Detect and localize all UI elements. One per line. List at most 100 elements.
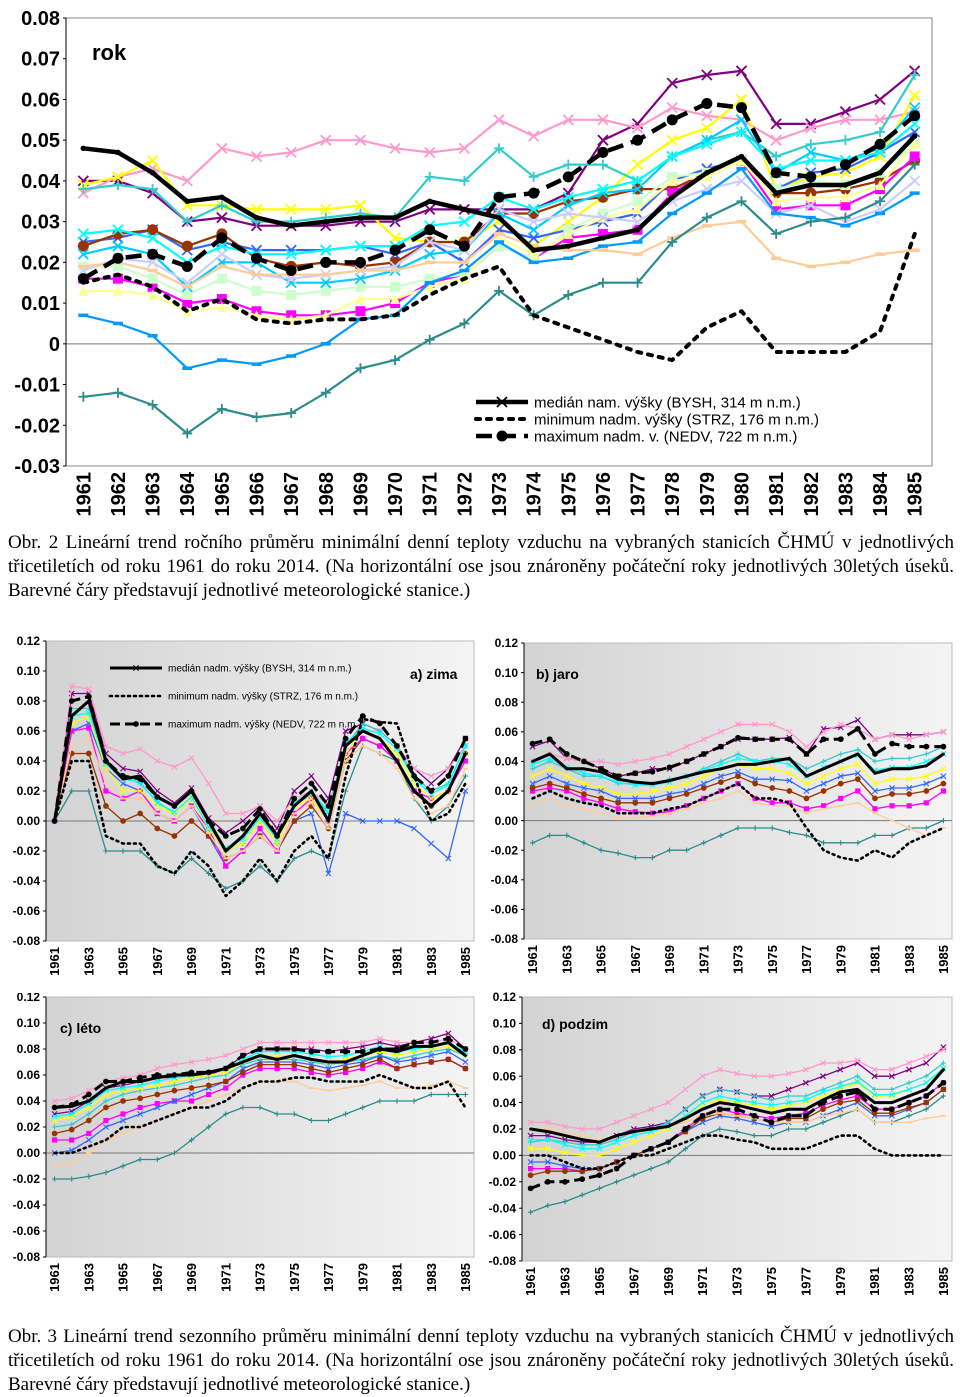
data-point bbox=[112, 273, 123, 284]
data-point bbox=[579, 1145, 586, 1152]
data-point bbox=[854, 1097, 861, 1103]
data-point bbox=[875, 127, 886, 138]
chart-leto: 0.12 0.10 0.08 0.06 0.04 0.02 0.00 -0.02 -0.04 -0… bbox=[4, 993, 478, 1323]
data-point bbox=[394, 1056, 400, 1062]
data-point bbox=[940, 1114, 946, 1117]
data-point bbox=[171, 1087, 178, 1094]
data-point bbox=[411, 1061, 417, 1068]
data-point bbox=[704, 170, 710, 176]
data-point bbox=[770, 167, 782, 179]
data-point bbox=[924, 764, 928, 768]
data-point bbox=[223, 1085, 229, 1091]
data-point bbox=[906, 1060, 912, 1066]
data-point bbox=[786, 800, 792, 806]
data-point bbox=[769, 721, 776, 728]
x-tick-label: 1985 bbox=[458, 947, 473, 976]
data-point bbox=[923, 1053, 930, 1060]
data-point bbox=[668, 779, 671, 783]
data-point bbox=[803, 766, 810, 772]
data-point bbox=[907, 767, 911, 771]
data-point bbox=[805, 774, 808, 778]
data-point bbox=[182, 216, 193, 227]
data-point bbox=[376, 1046, 383, 1052]
data-point bbox=[702, 770, 706, 774]
data-point bbox=[773, 190, 779, 196]
legend-label: medián nadm. výšky (BYSH, 314 m n.m.) bbox=[168, 664, 351, 675]
x-tick-label: 1985 bbox=[936, 945, 951, 974]
data-point bbox=[428, 812, 434, 815]
x-tick-label: 1983 bbox=[902, 1267, 917, 1296]
data-point bbox=[320, 134, 332, 146]
data-point bbox=[631, 183, 644, 195]
data-point bbox=[735, 790, 741, 792]
data-point bbox=[51, 1124, 58, 1130]
series-10 bbox=[51, 1056, 469, 1137]
data-point bbox=[875, 179, 886, 190]
data-point bbox=[320, 277, 332, 289]
data-point bbox=[137, 788, 144, 794]
data-point bbox=[325, 1039, 332, 1046]
data-point bbox=[752, 721, 759, 728]
data-point bbox=[598, 812, 604, 815]
data-point bbox=[821, 840, 827, 846]
data-point bbox=[394, 1098, 400, 1104]
y-tick-label: 0.10 bbox=[17, 1016, 41, 1030]
data-point bbox=[752, 776, 759, 783]
data-point bbox=[171, 833, 178, 839]
data-point bbox=[786, 804, 792, 807]
data-point bbox=[563, 755, 570, 762]
data-point bbox=[771, 228, 782, 239]
data-point bbox=[528, 187, 540, 199]
data-point bbox=[597, 277, 608, 288]
y-tick-label: -0.08 bbox=[489, 1254, 517, 1268]
data-point bbox=[257, 863, 263, 869]
data-point bbox=[909, 89, 921, 102]
data-point bbox=[666, 77, 678, 89]
y-tick-label: 0.00 bbox=[17, 1146, 41, 1160]
data-point bbox=[837, 1106, 844, 1113]
legend-marker bbox=[496, 396, 508, 408]
x-tick-label: 1975 bbox=[287, 1263, 302, 1292]
data-point bbox=[735, 126, 748, 138]
data-point bbox=[112, 179, 123, 190]
data-point bbox=[630, 1139, 637, 1146]
data-point bbox=[78, 285, 89, 296]
data-point bbox=[923, 1099, 930, 1106]
data-point bbox=[531, 759, 534, 763]
data-point bbox=[274, 1061, 280, 1068]
data-point bbox=[327, 819, 330, 823]
data-point bbox=[223, 1093, 229, 1096]
data-point bbox=[394, 1065, 400, 1072]
data-point bbox=[546, 736, 553, 743]
data-point bbox=[85, 693, 92, 700]
data-point bbox=[907, 1094, 911, 1098]
data-point bbox=[462, 1065, 469, 1072]
series-line bbox=[529, 1134, 945, 1170]
x-tick-label: 1985 bbox=[458, 1263, 473, 1292]
data-point bbox=[854, 761, 861, 768]
data-point bbox=[250, 203, 263, 216]
data-point bbox=[700, 785, 707, 791]
data-point bbox=[805, 146, 817, 159]
x-tick-label: 1965 bbox=[116, 947, 131, 976]
data-point bbox=[251, 272, 262, 277]
data-point bbox=[527, 1159, 534, 1165]
data-point bbox=[154, 1091, 161, 1098]
data-point bbox=[837, 1080, 843, 1086]
chart-svg-jaro: 0.12 0.10 0.08 0.06 0.04 0.02 0.00 -0.02 -0.04 -0… bbox=[491, 636, 953, 974]
data-point bbox=[837, 765, 844, 772]
x-tick-label: 1963 bbox=[559, 945, 574, 974]
data-point bbox=[597, 159, 608, 170]
y-tick-label: 0.12 bbox=[493, 990, 517, 1004]
data-point bbox=[923, 1079, 930, 1086]
data-point bbox=[734, 1070, 740, 1077]
data-point bbox=[222, 810, 229, 817]
data-point bbox=[666, 150, 678, 163]
data-point bbox=[923, 1106, 929, 1112]
data-point bbox=[736, 155, 747, 166]
data-point bbox=[751, 1073, 758, 1080]
data-point bbox=[241, 834, 245, 838]
data-point bbox=[820, 1106, 826, 1113]
data-point bbox=[393, 1059, 400, 1065]
data-point bbox=[412, 1044, 416, 1048]
